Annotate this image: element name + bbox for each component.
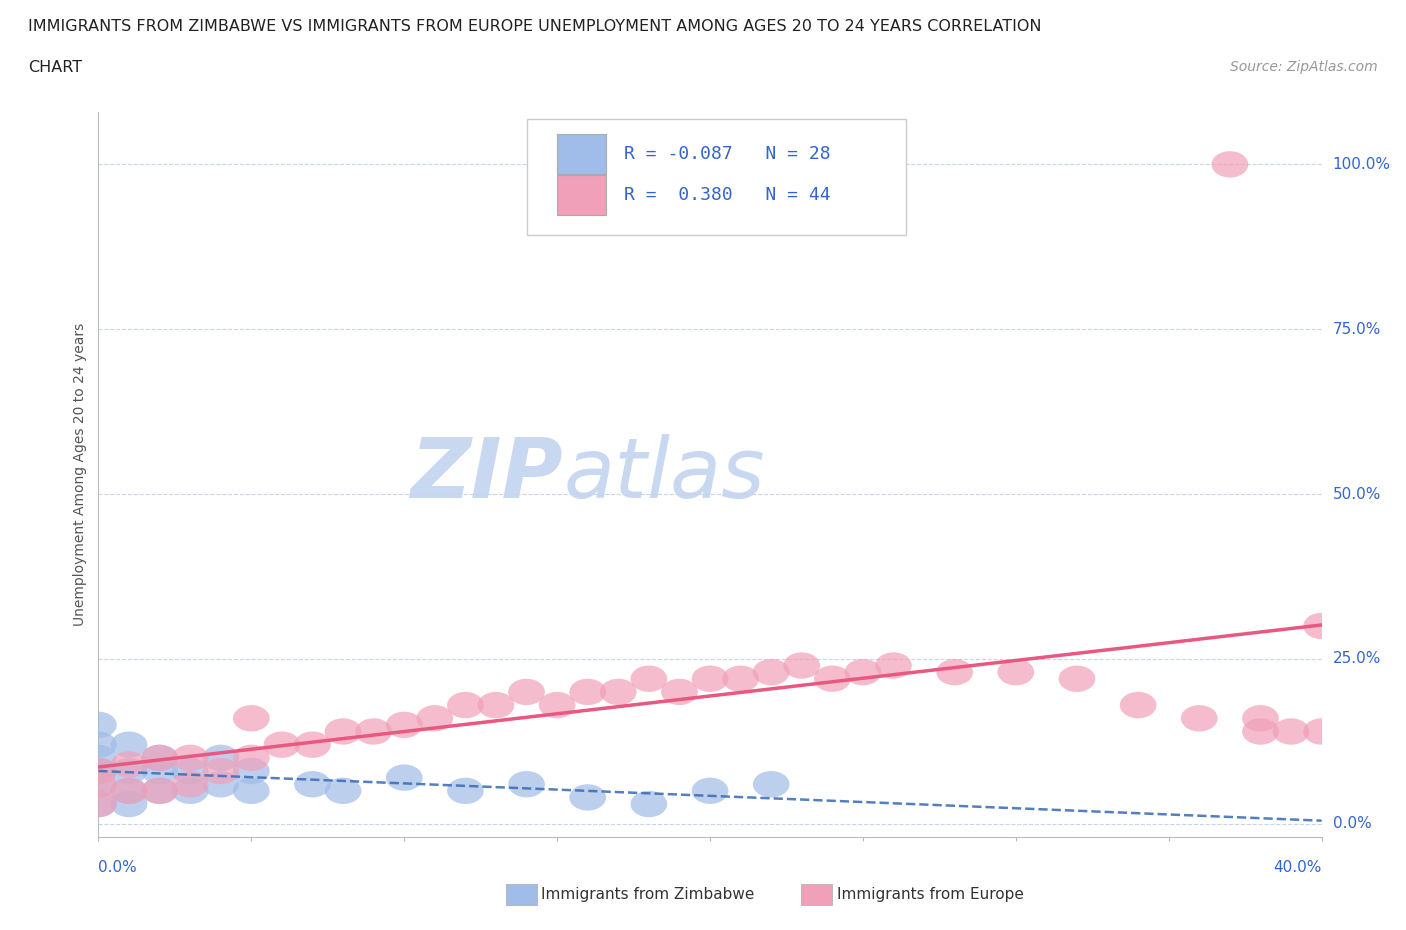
Ellipse shape xyxy=(80,790,117,817)
Ellipse shape xyxy=(875,652,912,679)
Ellipse shape xyxy=(80,758,117,784)
Ellipse shape xyxy=(263,732,301,758)
Ellipse shape xyxy=(569,784,606,811)
Text: 0.0%: 0.0% xyxy=(98,860,138,875)
Text: CHART: CHART xyxy=(28,60,82,75)
Text: R =  0.380   N = 44: R = 0.380 N = 44 xyxy=(624,186,831,204)
Ellipse shape xyxy=(202,745,239,771)
Ellipse shape xyxy=(752,771,790,797)
Text: 100.0%: 100.0% xyxy=(1333,157,1391,172)
Ellipse shape xyxy=(1241,718,1279,745)
Text: IMMIGRANTS FROM ZIMBABWE VS IMMIGRANTS FROM EUROPE UNEMPLOYMENT AMONG AGES 20 TO: IMMIGRANTS FROM ZIMBABWE VS IMMIGRANTS F… xyxy=(28,19,1042,33)
Ellipse shape xyxy=(569,679,606,705)
Ellipse shape xyxy=(172,745,208,771)
Ellipse shape xyxy=(845,659,882,685)
Ellipse shape xyxy=(447,692,484,718)
Ellipse shape xyxy=(752,659,790,685)
Ellipse shape xyxy=(111,758,148,784)
Ellipse shape xyxy=(661,679,697,705)
Ellipse shape xyxy=(416,705,453,732)
Ellipse shape xyxy=(202,771,239,797)
Y-axis label: Unemployment Among Ages 20 to 24 years: Unemployment Among Ages 20 to 24 years xyxy=(73,323,87,626)
Ellipse shape xyxy=(80,758,117,784)
Ellipse shape xyxy=(1119,692,1157,718)
Text: 40.0%: 40.0% xyxy=(1274,860,1322,875)
Ellipse shape xyxy=(233,705,270,732)
Text: 50.0%: 50.0% xyxy=(1333,486,1381,501)
Ellipse shape xyxy=(80,745,117,771)
Ellipse shape xyxy=(172,777,208,804)
Ellipse shape xyxy=(325,777,361,804)
Text: ZIP: ZIP xyxy=(411,433,564,515)
Ellipse shape xyxy=(233,745,270,771)
Ellipse shape xyxy=(294,732,330,758)
Ellipse shape xyxy=(111,777,148,804)
Ellipse shape xyxy=(111,777,148,804)
Text: Immigrants from Europe: Immigrants from Europe xyxy=(837,887,1024,902)
Ellipse shape xyxy=(294,771,330,797)
Ellipse shape xyxy=(538,692,575,718)
Text: R = -0.087   N = 28: R = -0.087 N = 28 xyxy=(624,145,831,163)
Ellipse shape xyxy=(1059,666,1095,692)
FancyBboxPatch shape xyxy=(557,134,606,174)
Ellipse shape xyxy=(723,666,759,692)
Text: 75.0%: 75.0% xyxy=(1333,322,1381,337)
Text: 0.0%: 0.0% xyxy=(1333,817,1371,831)
Ellipse shape xyxy=(111,732,148,758)
Text: atlas: atlas xyxy=(564,433,765,515)
FancyBboxPatch shape xyxy=(557,175,606,215)
Text: 25.0%: 25.0% xyxy=(1333,651,1381,667)
Ellipse shape xyxy=(814,666,851,692)
Ellipse shape xyxy=(478,692,515,718)
Ellipse shape xyxy=(385,764,423,790)
Ellipse shape xyxy=(202,758,239,784)
Ellipse shape xyxy=(508,771,546,797)
Ellipse shape xyxy=(141,758,179,784)
Ellipse shape xyxy=(600,679,637,705)
Ellipse shape xyxy=(80,790,117,817)
Ellipse shape xyxy=(141,777,179,804)
Ellipse shape xyxy=(1241,705,1279,732)
Ellipse shape xyxy=(172,771,208,797)
Ellipse shape xyxy=(80,732,117,758)
Ellipse shape xyxy=(141,745,179,771)
Text: Source: ZipAtlas.com: Source: ZipAtlas.com xyxy=(1230,60,1378,74)
Ellipse shape xyxy=(692,777,728,804)
Ellipse shape xyxy=(325,718,361,745)
Ellipse shape xyxy=(1212,152,1249,178)
Ellipse shape xyxy=(356,718,392,745)
Ellipse shape xyxy=(692,666,728,692)
Ellipse shape xyxy=(936,659,973,685)
FancyBboxPatch shape xyxy=(526,119,905,235)
Ellipse shape xyxy=(233,777,270,804)
Ellipse shape xyxy=(630,666,668,692)
Ellipse shape xyxy=(141,745,179,771)
Ellipse shape xyxy=(141,777,179,804)
Ellipse shape xyxy=(1303,718,1340,745)
Ellipse shape xyxy=(111,790,148,817)
Ellipse shape xyxy=(783,652,820,679)
Ellipse shape xyxy=(1272,718,1309,745)
Ellipse shape xyxy=(630,790,668,817)
Ellipse shape xyxy=(80,711,117,738)
Ellipse shape xyxy=(1181,705,1218,732)
Ellipse shape xyxy=(447,777,484,804)
Ellipse shape xyxy=(1303,613,1340,639)
Ellipse shape xyxy=(997,659,1035,685)
Text: Immigrants from Zimbabwe: Immigrants from Zimbabwe xyxy=(541,887,755,902)
Ellipse shape xyxy=(80,771,117,797)
Ellipse shape xyxy=(508,679,546,705)
Ellipse shape xyxy=(385,711,423,738)
Ellipse shape xyxy=(233,758,270,784)
Ellipse shape xyxy=(172,758,208,784)
Ellipse shape xyxy=(111,751,148,777)
Ellipse shape xyxy=(80,771,117,797)
